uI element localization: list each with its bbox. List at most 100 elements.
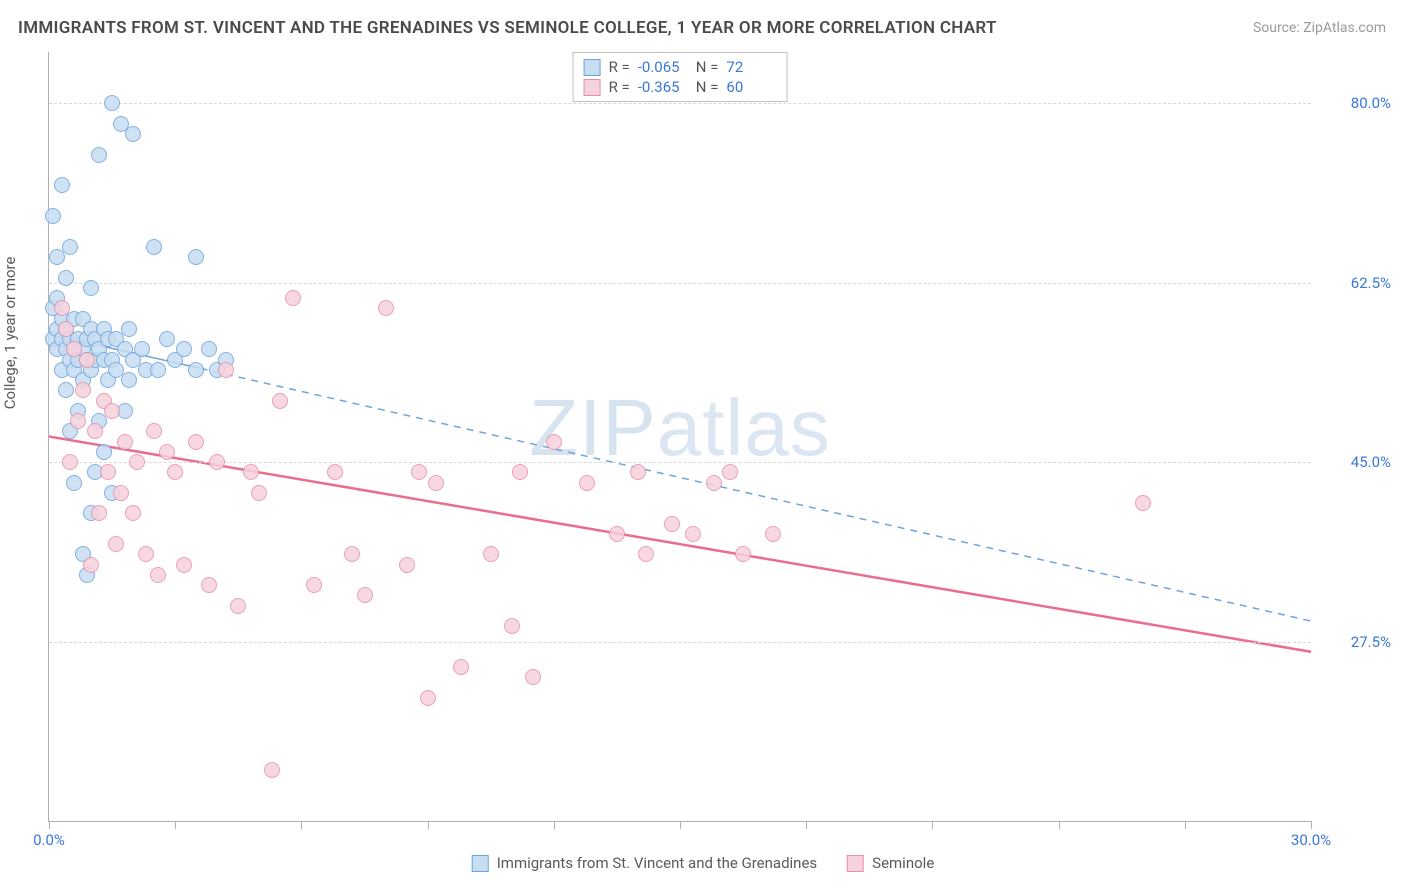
x-tick (49, 821, 50, 829)
scatter-point (546, 434, 562, 450)
gridline-horizontal (49, 462, 1311, 463)
trend-lines (49, 52, 1311, 821)
scatter-point (134, 341, 150, 357)
scatter-point (150, 567, 166, 583)
scatter-point (58, 382, 74, 398)
x-tick (932, 821, 933, 829)
series-b-n-value: 60 (726, 78, 776, 96)
n-label: N = (696, 58, 719, 76)
y-axis-label: College, 1 year or more (1, 257, 19, 410)
series-b-label: Seminole (872, 854, 934, 872)
scatter-point (504, 618, 520, 634)
scatter-point (638, 546, 654, 562)
series-legend-item: Seminole (847, 854, 934, 872)
y-tick-label: 45.0% (1321, 453, 1391, 471)
scatter-point (243, 464, 259, 480)
source-label: Source: (1253, 20, 1303, 36)
scatter-point (453, 659, 469, 675)
scatter-point (357, 587, 373, 603)
x-tick (806, 821, 807, 829)
scatter-point (483, 546, 499, 562)
scatter-point (54, 300, 70, 316)
scatter-point (75, 382, 91, 398)
scatter-point (113, 485, 129, 501)
scatter-point (100, 464, 116, 480)
scatter-point (138, 546, 154, 562)
x-tick (680, 821, 681, 829)
scatter-point (525, 669, 541, 685)
scatter-point (108, 536, 124, 552)
x-max-label: 30.0% (1291, 831, 1331, 849)
x-tick (301, 821, 302, 829)
r-label: R = (609, 58, 630, 76)
scatter-point (91, 505, 107, 521)
gridline-horizontal (49, 642, 1311, 643)
series-a-label: Immigrants from St. Vincent and the Gren… (497, 854, 817, 872)
chart-title: IMMIGRANTS FROM ST. VINCENT AND THE GREN… (18, 18, 997, 38)
series-a-n-value: 72 (726, 58, 776, 76)
scatter-point (579, 475, 595, 491)
gridline-horizontal (49, 103, 1311, 104)
scatter-point (685, 526, 701, 542)
series-a-r-value: -0.065 (638, 58, 688, 76)
scatter-point (251, 485, 267, 501)
scatter-point (420, 690, 436, 706)
scatter-point (344, 546, 360, 562)
scatter-point (79, 352, 95, 368)
scatter-point (121, 321, 137, 337)
scatter-point (104, 95, 120, 111)
scatter-point (706, 475, 722, 491)
scatter-point (70, 413, 86, 429)
scatter-point (664, 516, 680, 532)
scatter-point (306, 577, 322, 593)
series-legend-item: Immigrants from St. Vincent and the Gren… (472, 854, 817, 872)
scatter-point (264, 762, 280, 778)
y-tick-label: 27.5% (1321, 633, 1391, 651)
scatter-point (176, 341, 192, 357)
series-b-r-value: -0.365 (638, 78, 688, 96)
scatter-point (159, 331, 175, 347)
scatter-point (66, 475, 82, 491)
scatter-point (201, 577, 217, 593)
x-tick (1311, 821, 1312, 829)
watermark-atlas: atlas (657, 382, 831, 471)
scatter-point (1135, 495, 1151, 511)
scatter-plot-area: ZIPatlas R = -0.065 N = 72 R = -0.365 N … (48, 52, 1311, 822)
x-tick (175, 821, 176, 829)
scatter-point (765, 526, 781, 542)
x-tick (554, 821, 555, 829)
scatter-point (129, 454, 145, 470)
x-tick (1185, 821, 1186, 829)
scatter-point (428, 475, 444, 491)
scatter-point (188, 362, 204, 378)
series-a-swatch (472, 855, 489, 872)
scatter-point (630, 464, 646, 480)
scatter-point (87, 423, 103, 439)
stats-legend: R = -0.065 N = 72 R = -0.365 N = 60 (573, 52, 788, 102)
scatter-point (146, 423, 162, 439)
scatter-point (91, 147, 107, 163)
scatter-point (411, 464, 427, 480)
x-tick (1059, 821, 1060, 829)
x-min-label: 0.0% (33, 831, 65, 849)
scatter-point (150, 362, 166, 378)
scatter-point (146, 239, 162, 255)
scatter-point (58, 321, 74, 337)
source-attribution: Source: ZipAtlas.com (1253, 20, 1386, 36)
series-b-swatch (584, 79, 601, 96)
r-label: R = (609, 78, 630, 96)
scatter-point (327, 464, 343, 480)
scatter-point (62, 239, 78, 255)
scatter-point (104, 403, 120, 419)
scatter-point (609, 526, 625, 542)
scatter-point (201, 341, 217, 357)
y-tick-label: 80.0% (1321, 94, 1391, 112)
scatter-point (735, 546, 751, 562)
scatter-point (722, 464, 738, 480)
scatter-point (218, 362, 234, 378)
scatter-point (54, 177, 70, 193)
scatter-point (272, 393, 288, 409)
series-b-swatch (847, 855, 864, 872)
scatter-point (125, 126, 141, 142)
series-a-swatch (584, 59, 601, 76)
